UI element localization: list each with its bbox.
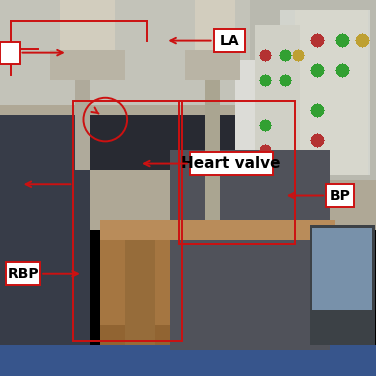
FancyBboxPatch shape (6, 262, 40, 285)
Bar (73, 101, 182, 341)
FancyBboxPatch shape (326, 184, 354, 207)
Bar (179, 101, 295, 244)
Text: BP: BP (330, 188, 351, 203)
FancyBboxPatch shape (0, 42, 20, 64)
Text: Heart valve: Heart valve (182, 156, 281, 171)
Text: LA: LA (220, 33, 239, 48)
FancyBboxPatch shape (190, 152, 273, 175)
Text: RBP: RBP (8, 267, 39, 281)
FancyBboxPatch shape (214, 29, 245, 52)
